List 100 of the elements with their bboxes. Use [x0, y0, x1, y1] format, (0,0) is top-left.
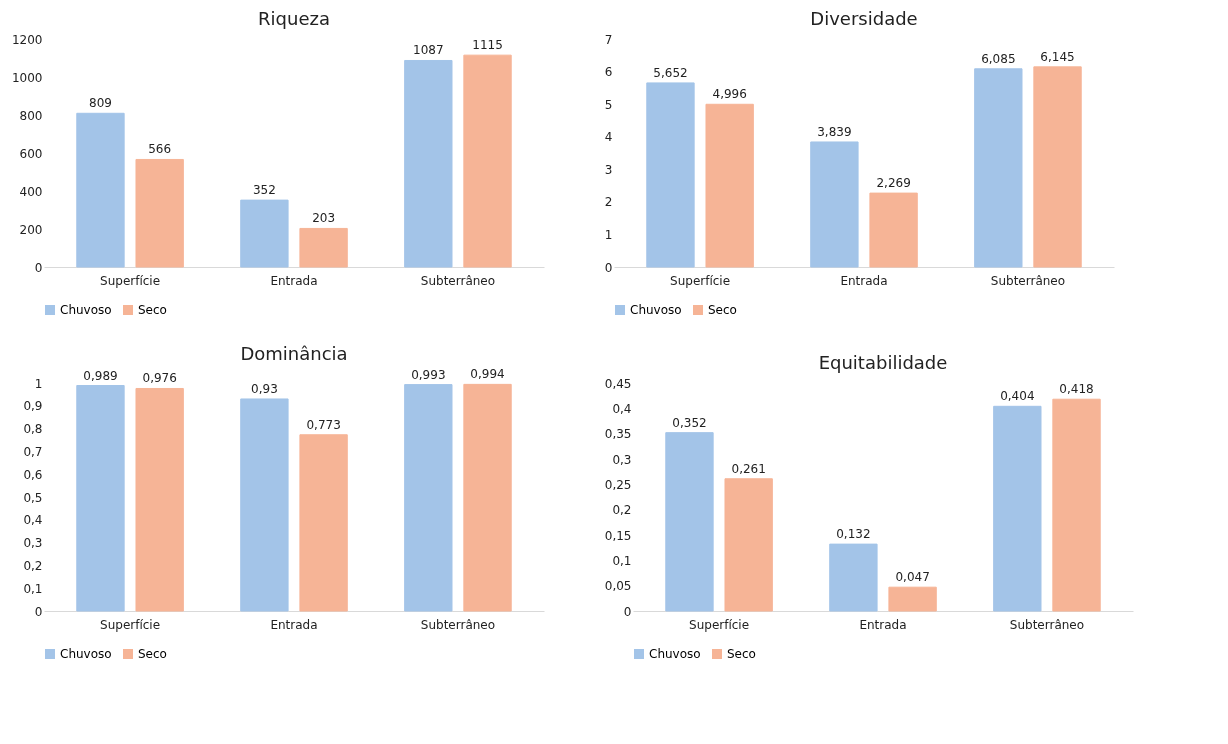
bar — [888, 586, 937, 612]
x-tick-label: Superfície — [670, 273, 731, 288]
y-tick-label: 600 — [19, 146, 43, 161]
bar — [463, 383, 512, 612]
y-tick-label: 0,25 — [604, 477, 632, 492]
data-label: 0,773 — [306, 417, 341, 432]
data-label: 0,418 — [1059, 382, 1094, 397]
y-tick-label: 400 — [19, 184, 43, 199]
bar — [724, 478, 773, 612]
y-tick-label: 2 — [604, 195, 613, 210]
data-label: 352 — [252, 183, 276, 198]
bar — [240, 398, 289, 612]
y-tick-label: 0,9 — [23, 399, 43, 414]
legend-label: Chuvoso — [60, 647, 112, 661]
y-tick-label: 0 — [34, 260, 43, 275]
y-tick-label: 0,5 — [23, 490, 43, 505]
data-label: 0,993 — [411, 367, 446, 382]
data-label: 0,047 — [895, 570, 930, 585]
y-tick-label: 5 — [604, 97, 613, 112]
data-label: 809 — [89, 96, 112, 111]
y-tick-label: 6 — [604, 65, 613, 80]
y-tick-label: 0,35 — [604, 427, 632, 442]
y-tick-label: 0,05 — [604, 579, 632, 594]
y-tick-label: 0 — [34, 604, 43, 619]
bar — [993, 405, 1042, 612]
y-tick-label: 1000 — [11, 70, 43, 85]
x-tick-label: Entrada — [270, 273, 318, 288]
chart-title: Diversidade — [810, 8, 918, 29]
data-label: 0,132 — [836, 527, 871, 542]
x-tick-label: Superfície — [100, 273, 161, 288]
data-label: 2,269 — [876, 176, 911, 191]
y-tick-label: 800 — [19, 108, 43, 123]
bar — [869, 192, 918, 268]
y-tick-label: 0,3 — [23, 536, 43, 551]
x-tick-label: Entrada — [270, 617, 318, 632]
data-label: 0,93 — [251, 381, 278, 396]
y-tick-label: 0,8 — [23, 422, 43, 437]
legend-label: Seco — [727, 647, 756, 661]
y-tick-label: 7 — [604, 32, 613, 47]
bar — [974, 68, 1023, 268]
bar — [1033, 66, 1082, 268]
data-label: 203 — [312, 211, 336, 226]
x-tick-label: Subterrâneo — [420, 273, 496, 288]
y-tick-label: 0,45 — [604, 376, 632, 391]
y-tick-label: 0,4 — [612, 401, 632, 416]
legend-label: Chuvoso — [60, 303, 112, 317]
legend-label: Seco — [138, 647, 167, 661]
x-tick-label: Entrada — [859, 617, 907, 632]
data-label: 1087 — [413, 43, 444, 58]
chart-title: Riqueza — [258, 8, 330, 29]
bar — [135, 158, 184, 268]
data-label: 0,261 — [731, 461, 766, 476]
data-label: 1115 — [472, 38, 503, 53]
x-tick-label: Subterrâneo — [420, 617, 496, 632]
y-tick-label: 0,2 — [612, 503, 632, 518]
legend-label: Chuvoso — [630, 303, 682, 317]
data-label: 5,652 — [653, 65, 688, 80]
bar — [240, 199, 289, 268]
x-tick-label: Subterrâneo — [990, 273, 1066, 288]
legend-label: Seco — [138, 303, 167, 317]
bar — [810, 141, 859, 268]
legend-label: Seco — [708, 303, 737, 317]
y-tick-label: 4 — [604, 130, 613, 145]
bar — [705, 103, 754, 268]
bar — [1052, 398, 1101, 612]
y-tick-label: 3 — [604, 162, 613, 177]
bar — [404, 384, 453, 612]
legend-label: Chuvoso — [649, 647, 701, 661]
bar — [299, 434, 348, 612]
data-label: 566 — [148, 142, 172, 157]
y-tick-label: 0,1 — [23, 581, 43, 596]
x-tick-label: Subterrâneo — [1009, 617, 1085, 632]
bar — [299, 227, 348, 268]
chart-title: Equitabilidade — [818, 352, 948, 373]
bar — [135, 387, 184, 612]
y-tick-label: 0 — [604, 260, 613, 275]
bar — [463, 54, 512, 268]
data-label: 4,996 — [712, 87, 747, 102]
data-label: 6,145 — [1040, 49, 1075, 64]
data-label: 3,839 — [817, 124, 852, 139]
data-label: 0,976 — [142, 371, 177, 386]
bar — [665, 432, 714, 612]
bar — [646, 82, 695, 268]
x-tick-label: Superfície — [100, 617, 161, 632]
y-tick-label: 0,7 — [23, 444, 43, 459]
y-tick-label: 1 — [604, 227, 613, 242]
bar — [76, 112, 125, 268]
y-tick-label: 0,15 — [604, 528, 632, 543]
data-label: 0,989 — [83, 368, 118, 383]
chart-title: Dominância — [240, 343, 348, 365]
data-label: 0,352 — [672, 415, 707, 430]
data-label: 6,085 — [981, 51, 1016, 66]
x-tick-label: Superfície — [689, 617, 750, 632]
y-tick-label: 1200 — [11, 32, 43, 47]
y-tick-label: 0,3 — [612, 452, 632, 467]
y-tick-label: 0,1 — [612, 553, 632, 568]
y-tick-label: 0 — [623, 604, 632, 619]
y-tick-label: 1 — [34, 376, 43, 391]
bar — [404, 59, 453, 268]
y-tick-label: 0,2 — [23, 558, 43, 573]
